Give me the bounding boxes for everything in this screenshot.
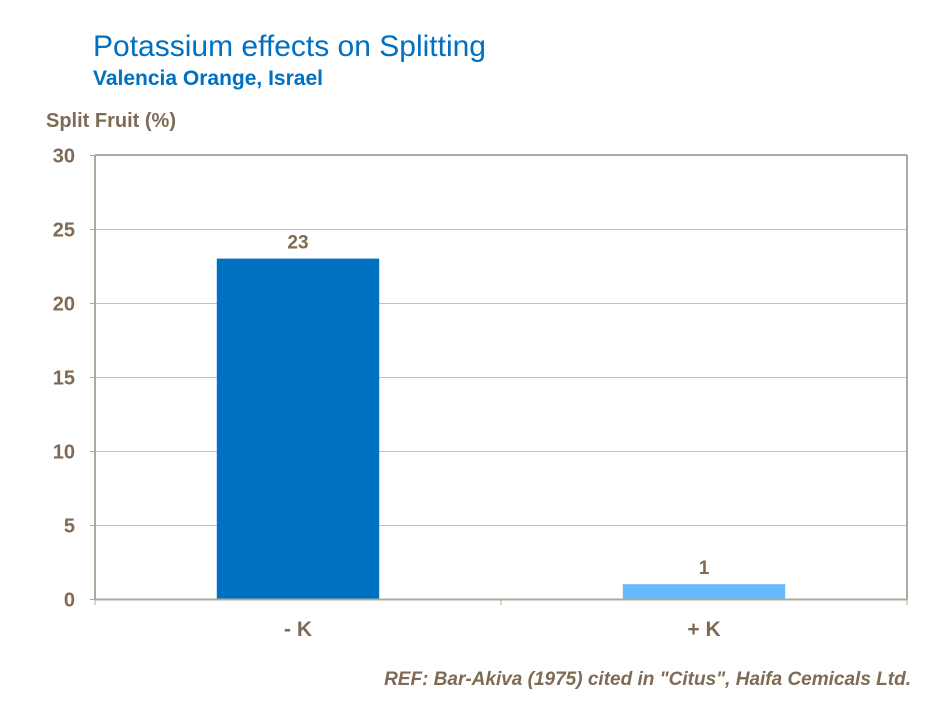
data-label: 23 bbox=[287, 233, 308, 254]
y-tick-label: 10 bbox=[53, 442, 75, 464]
y-tick-label: 0 bbox=[64, 590, 75, 612]
y-tick-label: 5 bbox=[64, 516, 75, 538]
x-tick-label: + K bbox=[687, 618, 720, 641]
y-tick-label: 30 bbox=[53, 146, 75, 168]
bar-2 bbox=[622, 584, 786, 599]
reference-footnote: REF: Bar-Akiva (1975) cited in "Citus", … bbox=[384, 669, 911, 690]
x-tick-label: - K bbox=[284, 618, 312, 641]
y-tick-label: 15 bbox=[53, 368, 75, 390]
y-tick-label: 20 bbox=[53, 294, 75, 316]
y-tick-label: 25 bbox=[53, 220, 75, 242]
bar-1 bbox=[216, 258, 380, 599]
data-label: 1 bbox=[699, 558, 710, 579]
chart-subtitle: Valencia Orange, Israel bbox=[93, 67, 323, 90]
y-axis-label: Split Fruit (%) bbox=[46, 110, 176, 132]
chart-title: Potassium effects on Splitting bbox=[93, 30, 486, 63]
